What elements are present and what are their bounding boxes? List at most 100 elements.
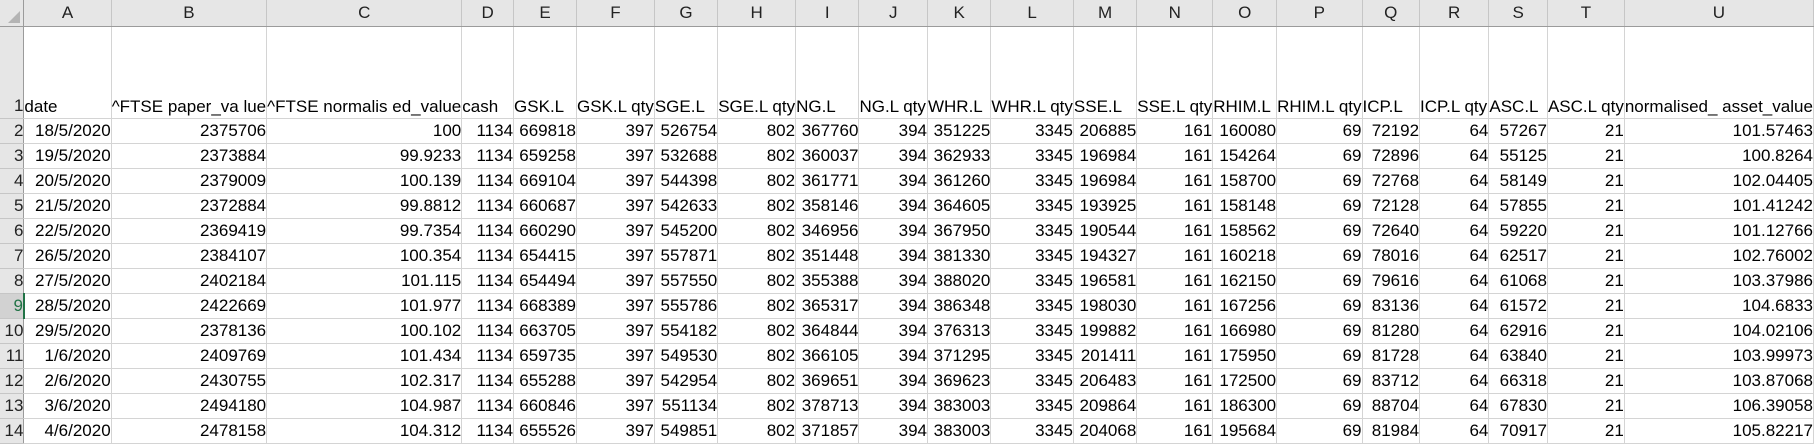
data-cell[interactable]: 161 bbox=[1136, 193, 1214, 219]
column-header-s[interactable]: S bbox=[1488, 0, 1548, 27]
data-cell[interactable]: 371295 bbox=[927, 343, 992, 369]
data-cell[interactable]: 361771 bbox=[795, 168, 860, 194]
data-cell[interactable]: 394 bbox=[858, 118, 928, 144]
data-cell[interactable]: 802 bbox=[717, 368, 797, 394]
data-cell[interactable]: 69 bbox=[1276, 393, 1363, 419]
data-cell[interactable]: 551134 bbox=[654, 393, 719, 419]
row-header[interactable]: 14 bbox=[0, 418, 25, 444]
data-cell[interactable]: 3/6/2020 bbox=[23, 393, 112, 419]
data-cell[interactable]: 21 bbox=[1547, 143, 1625, 169]
data-cell[interactable]: 158700 bbox=[1212, 168, 1278, 194]
data-cell[interactable]: 161 bbox=[1136, 143, 1214, 169]
data-cell[interactable]: 367760 bbox=[795, 118, 860, 144]
header-cell[interactable]: GSK.L bbox=[513, 26, 577, 119]
data-cell[interactable]: 2384107 bbox=[111, 243, 268, 269]
data-cell[interactable]: 2378136 bbox=[111, 318, 268, 344]
data-cell[interactable]: 21/5/2020 bbox=[23, 193, 112, 219]
data-cell[interactable]: 64 bbox=[1419, 293, 1490, 319]
data-cell[interactable]: 20/5/2020 bbox=[23, 168, 112, 194]
data-cell[interactable]: 64 bbox=[1419, 393, 1490, 419]
data-cell[interactable]: 3345 bbox=[990, 368, 1074, 394]
header-cell[interactable]: SGE.L qty bbox=[717, 26, 797, 119]
data-cell[interactable]: 69 bbox=[1276, 243, 1363, 269]
data-cell[interactable]: 72128 bbox=[1362, 193, 1421, 219]
header-cell[interactable]: SSE.L bbox=[1073, 26, 1138, 119]
data-cell[interactable]: 361260 bbox=[927, 168, 992, 194]
data-cell[interactable]: 802 bbox=[717, 418, 797, 444]
data-cell[interactable]: 397 bbox=[576, 293, 655, 319]
data-cell[interactable]: 81728 bbox=[1362, 343, 1421, 369]
data-cell[interactable]: 154264 bbox=[1212, 143, 1278, 169]
data-cell[interactable]: 19/5/2020 bbox=[23, 143, 112, 169]
data-cell[interactable]: 57855 bbox=[1488, 193, 1548, 219]
data-cell[interactable]: 654494 bbox=[513, 268, 577, 294]
data-cell[interactable]: 660290 bbox=[513, 218, 577, 244]
data-cell[interactable]: 100.8264 bbox=[1624, 143, 1814, 169]
data-cell[interactable]: 358146 bbox=[795, 193, 860, 219]
data-cell[interactable]: 69 bbox=[1276, 268, 1363, 294]
data-cell[interactable]: 69 bbox=[1276, 193, 1363, 219]
column-header-j[interactable]: J bbox=[858, 0, 928, 27]
data-cell[interactable]: 1134 bbox=[461, 218, 515, 244]
data-cell[interactable]: 72896 bbox=[1362, 143, 1421, 169]
data-cell[interactable]: 394 bbox=[858, 293, 928, 319]
header-cell[interactable]: RHIM.L bbox=[1212, 26, 1278, 119]
data-cell[interactable]: 22/5/2020 bbox=[23, 218, 112, 244]
data-cell[interactable]: 1134 bbox=[461, 418, 515, 444]
data-cell[interactable]: 196581 bbox=[1073, 268, 1138, 294]
header-cell[interactable]: ^FTSE paper_va lue bbox=[111, 26, 268, 119]
row-header[interactable]: 13 bbox=[0, 393, 25, 419]
data-cell[interactable]: 383003 bbox=[927, 393, 992, 419]
data-cell[interactable]: 103.37986 bbox=[1624, 268, 1814, 294]
data-cell[interactable]: 2430755 bbox=[111, 368, 268, 394]
row-header[interactable]: 3 bbox=[0, 143, 25, 169]
data-cell[interactable]: 204068 bbox=[1073, 418, 1138, 444]
data-cell[interactable]: 542633 bbox=[654, 193, 719, 219]
data-cell[interactable]: 104.987 bbox=[266, 393, 463, 419]
column-header-a[interactable]: A bbox=[23, 0, 112, 27]
data-cell[interactable]: 802 bbox=[717, 143, 797, 169]
data-cell[interactable]: 26/5/2020 bbox=[23, 243, 112, 269]
data-cell[interactable]: 21 bbox=[1547, 168, 1625, 194]
data-cell[interactable]: 526754 bbox=[654, 118, 719, 144]
data-cell[interactable]: 193925 bbox=[1073, 193, 1138, 219]
column-header-n[interactable]: N bbox=[1136, 0, 1214, 27]
data-cell[interactable]: 161 bbox=[1136, 368, 1214, 394]
data-cell[interactable]: 394 bbox=[858, 193, 928, 219]
data-cell[interactable]: 376313 bbox=[927, 318, 992, 344]
data-cell[interactable]: 103.87068 bbox=[1624, 368, 1814, 394]
data-cell[interactable]: 2422669 bbox=[111, 293, 268, 319]
data-cell[interactable]: 2375706 bbox=[111, 118, 268, 144]
data-cell[interactable]: 101.57463 bbox=[1624, 118, 1814, 144]
data-cell[interactable]: 27/5/2020 bbox=[23, 268, 112, 294]
data-cell[interactable]: 29/5/2020 bbox=[23, 318, 112, 344]
data-cell[interactable]: 64 bbox=[1419, 418, 1490, 444]
data-cell[interactable]: 69 bbox=[1276, 343, 1363, 369]
header-cell[interactable]: NG.L bbox=[795, 26, 860, 119]
data-cell[interactable]: 21 bbox=[1547, 418, 1625, 444]
data-cell[interactable]: 394 bbox=[858, 343, 928, 369]
data-cell[interactable]: 167256 bbox=[1212, 293, 1278, 319]
data-cell[interactable]: 397 bbox=[576, 268, 655, 294]
data-cell[interactable]: 69 bbox=[1276, 118, 1363, 144]
data-cell[interactable]: 99.9233 bbox=[266, 143, 463, 169]
data-cell[interactable]: 69 bbox=[1276, 293, 1363, 319]
row-header[interactable]: 5 bbox=[0, 193, 25, 219]
data-cell[interactable]: 386348 bbox=[927, 293, 992, 319]
data-cell[interactable]: 397 bbox=[576, 143, 655, 169]
data-cell[interactable]: 655288 bbox=[513, 368, 577, 394]
data-cell[interactable]: 544398 bbox=[654, 168, 719, 194]
data-cell[interactable]: 369651 bbox=[795, 368, 860, 394]
data-cell[interactable]: 802 bbox=[717, 118, 797, 144]
data-cell[interactable]: 802 bbox=[717, 218, 797, 244]
data-cell[interactable]: 1134 bbox=[461, 318, 515, 344]
column-header-r[interactable]: R bbox=[1419, 0, 1490, 27]
data-cell[interactable]: 355388 bbox=[795, 268, 860, 294]
data-cell[interactable]: 21 bbox=[1547, 343, 1625, 369]
data-cell[interactable]: 555786 bbox=[654, 293, 719, 319]
data-cell[interactable]: 198030 bbox=[1073, 293, 1138, 319]
data-cell[interactable]: 104.312 bbox=[266, 418, 463, 444]
data-cell[interactable]: 104.6833 bbox=[1624, 293, 1814, 319]
